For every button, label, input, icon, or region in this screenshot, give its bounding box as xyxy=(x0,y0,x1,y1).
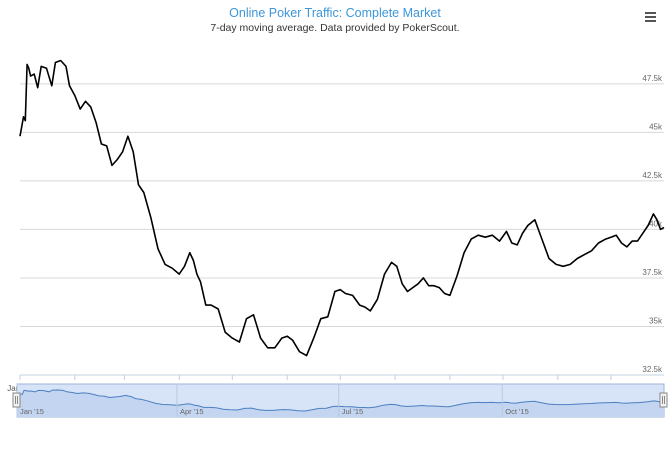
handle-grip xyxy=(659,392,668,408)
y-tick-label: 45k xyxy=(649,122,663,131)
y-tick-label: 37.5k xyxy=(642,268,663,277)
y-tick-label: 47.5k xyxy=(642,74,663,83)
navigator-tick-label: Jul '15 xyxy=(342,407,363,416)
handle-grip xyxy=(12,392,21,408)
y-tick-label: 32.5k xyxy=(642,365,663,374)
navigator-line xyxy=(16,389,665,412)
chart-title: Online Poker Traffic: Complete Market xyxy=(229,6,441,20)
navigator-tick-label: Apr '15 xyxy=(180,407,204,416)
y-tick-label: 40k xyxy=(649,219,663,228)
navigator-handle-right[interactable] xyxy=(659,392,668,408)
navigator-tick-label: Oct '15 xyxy=(505,407,529,416)
menu-icon[interactable] xyxy=(643,10,661,26)
series-line xyxy=(19,59,665,357)
navigator-tick-label: Jan '15 xyxy=(20,407,44,416)
navigator-handle-left[interactable] xyxy=(12,392,21,408)
y-tick-label: 35k xyxy=(649,316,663,325)
y-tick-label: 42.5k xyxy=(642,171,663,180)
chart-subtitle: 7-day moving average. Data provided by P… xyxy=(210,22,460,34)
